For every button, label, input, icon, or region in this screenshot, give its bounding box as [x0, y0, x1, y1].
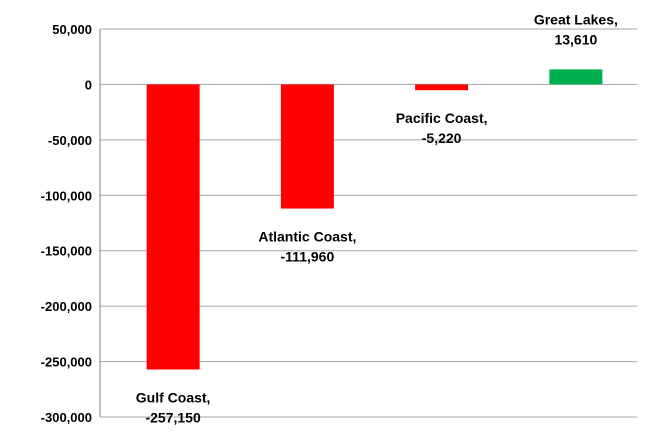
y-tick-label-5: -200,000	[41, 299, 92, 314]
bar-atlantic-coast	[280, 84, 334, 209]
data-label-category-great-lakes: Great Lakes,	[534, 11, 618, 27]
bars	[146, 69, 603, 370]
y-tick-label-4: -150,000	[41, 244, 92, 259]
data-labels: Gulf Coast, -257,150 Atlantic Coast, -111,9…	[136, 11, 618, 425]
bar-great-lakes	[549, 69, 603, 85]
bar-pacific-coast	[415, 84, 469, 91]
y-axis-tick-labels: 50,000 0 -50,000 -100,000 -150,000 -200,000 -2…	[41, 22, 92, 425]
y-tick-label-1: 0	[85, 77, 92, 92]
y-tick-label-3: -100,000	[41, 188, 92, 203]
y-tick-label-7: -300,000	[41, 410, 92, 425]
data-label-value-great-lakes: 13,610	[554, 31, 597, 47]
data-label-value-pacific-coast: -5,220	[422, 130, 462, 146]
bar-gulf-coast	[146, 84, 200, 370]
y-tick-label-0: 50,000	[52, 22, 92, 37]
y-tick-label-2: -50,000	[48, 133, 92, 148]
data-label-category-pacific-coast: Pacific Coast,	[396, 110, 488, 126]
data-label-category-atlantic-coast: Atlantic Coast,	[258, 229, 356, 245]
y-tick-label-6: -250,000	[41, 355, 92, 370]
data-label-category-gulf-coast: Gulf Coast,	[136, 389, 211, 405]
data-label-value-gulf-coast: -257,150	[145, 409, 200, 425]
data-label-value-atlantic-coast: -111,960	[281, 249, 335, 265]
